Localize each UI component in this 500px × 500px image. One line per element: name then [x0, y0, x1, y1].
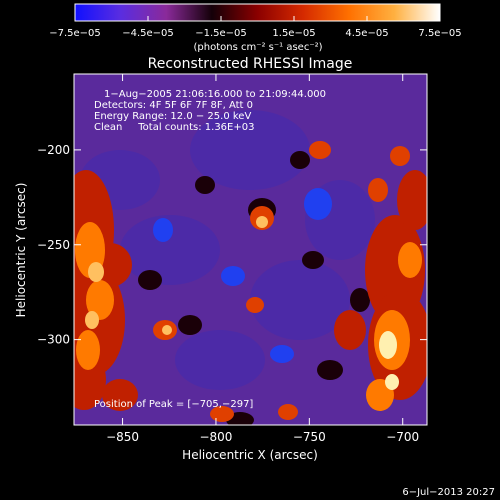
axes: −850 −800 −750 −700 −200 −250 −300: [37, 74, 427, 444]
colorbar-tick-label: 4.5e−05: [345, 28, 388, 39]
date-stamp: 6−Jul−2013 20:27: [402, 487, 495, 498]
colorbar-tick-label: −4.5e−05: [122, 28, 174, 39]
annotation-energy-range: Energy Range: 12.0 − 25.0 keV: [94, 111, 251, 122]
y-axis-label: Heliocentric Y (arcsec): [14, 183, 28, 318]
y-tick-label: −200: [37, 143, 70, 157]
colorbar-tick-label: 1.5e−05: [272, 28, 315, 39]
y-tick-label: −250: [37, 238, 70, 252]
peak-position-label: Position of Peak = [−705,−297]: [94, 399, 253, 410]
x-tick-label: −750: [293, 430, 326, 444]
x-axis-label: Heliocentric X (arcsec): [182, 448, 318, 462]
x-tick-label: −850: [106, 430, 139, 444]
x-tick-label: −700: [386, 430, 419, 444]
colorbar-ticks: −7.5e−05 −4.5e−05 −1.5e−05 1.5e−05 4.5e−05 7.…: [49, 16, 462, 39]
y-tick-label: −300: [37, 333, 70, 347]
annotation-detectors: Detectors: 4F 5F 6F 7F 8F, Att 0: [94, 100, 253, 111]
annotation-clean-counts: Clean Total counts: 1.36E+03: [94, 122, 254, 133]
plot-frame: [73, 73, 428, 426]
colorbar-tick-label: 7.5e−05: [418, 28, 461, 39]
annotation-time-range: 1−Aug−2005 21:06:16.000 to 21:09:44.000: [104, 89, 326, 100]
colorbar-tick-label: −1.5e−05: [195, 28, 247, 39]
x-tick-label: −800: [199, 430, 232, 444]
colorbar: [74, 3, 441, 22]
heatmap-image: [74, 74, 427, 425]
colorbar-unit-label: (photons cm⁻² s⁻¹ asec⁻²): [193, 42, 322, 53]
colorbar-tick-label: −7.5e−05: [49, 28, 101, 39]
chart-title: Reconstructed RHESSI Image: [148, 56, 353, 72]
